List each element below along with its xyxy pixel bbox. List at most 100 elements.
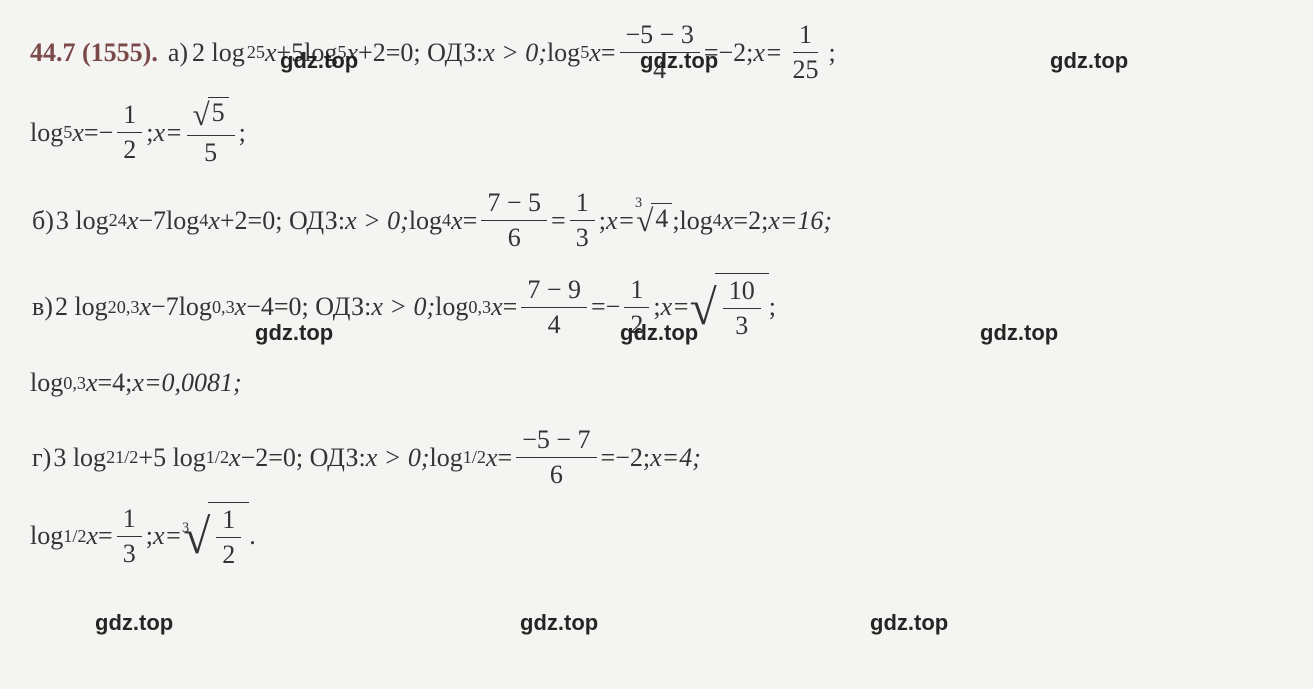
var-x: x <box>86 521 98 551</box>
text: log <box>680 206 713 236</box>
text: log <box>547 38 580 68</box>
sup: 2 <box>247 42 256 63</box>
text: ; <box>769 292 776 322</box>
sqrt-content: 10 3 <box>715 273 769 341</box>
cbrt: 3 √ 4 <box>635 203 672 239</box>
fraction: √ 5 5 <box>187 97 235 168</box>
sub: 1/2 <box>63 526 86 547</box>
eq-sign: = <box>98 521 113 551</box>
sqrt-content: 1 2 <box>208 502 249 570</box>
text: +5 log <box>138 443 205 473</box>
fraction: 10 3 <box>723 276 761 341</box>
text: ; <box>146 521 153 551</box>
problem-number: 44.7 (1555). <box>30 38 158 68</box>
text: 2 log <box>55 292 108 322</box>
var-x: x <box>265 38 277 68</box>
var-x: x <box>235 292 247 322</box>
denominator: 3 <box>117 537 142 569</box>
sqrt-content: 4 <box>651 203 672 234</box>
fraction: −5 − 7 6 <box>516 425 596 490</box>
text: x=16; <box>768 206 832 236</box>
numerator: 1 <box>117 100 142 133</box>
watermark-text: gdz.top <box>620 320 698 346</box>
text: x= <box>753 38 782 68</box>
denominator: 3 <box>729 309 754 341</box>
sub: 1/2 <box>463 447 486 468</box>
var-x: x <box>589 38 601 68</box>
fraction: 1 3 <box>570 188 595 253</box>
text: =− <box>84 118 113 148</box>
part-a-letter: а) <box>168 38 188 68</box>
var-x: x <box>722 206 734 236</box>
text: x=0,0081; <box>132 368 241 398</box>
sqrt-content: 5 <box>208 97 229 128</box>
domain: x > 0; <box>483 38 547 68</box>
watermark-text: gdz.top <box>640 48 718 74</box>
text: ; <box>239 118 246 148</box>
numerator: 1 <box>624 275 649 308</box>
numerator: √ 5 <box>187 97 235 136</box>
watermark-text: gdz.top <box>520 610 598 636</box>
sup: 2 <box>106 447 115 468</box>
numerator: 1 <box>793 20 818 53</box>
eq-sign: = <box>498 443 513 473</box>
text: x= <box>153 521 182 551</box>
sub: 4 <box>199 210 208 231</box>
sub: 1/2 <box>206 447 229 468</box>
sub: 5 <box>63 122 72 143</box>
numerator: 10 <box>723 276 761 309</box>
fraction: 7 − 5 6 <box>481 188 547 253</box>
sub: 0,3 <box>63 373 86 394</box>
text: 3 log <box>56 206 109 236</box>
denominator: 2 <box>117 133 142 165</box>
fraction: 1 25 <box>786 20 824 85</box>
watermark-text: gdz.top <box>280 48 358 74</box>
numerator: −5 − 7 <box>516 425 596 458</box>
sqrt: √ 5 <box>193 97 229 133</box>
fraction: 1 2 <box>216 505 241 570</box>
sup: 2 <box>109 210 118 231</box>
var-x: x <box>491 292 503 322</box>
text: x= <box>606 206 635 236</box>
part-c-line2: log 0,3 x =4; x=0,0081; <box>30 353 1283 413</box>
numerator: 1 <box>216 505 241 538</box>
eq-sign: = <box>551 206 566 236</box>
text: =4; <box>98 368 133 398</box>
domain: x > 0; <box>366 443 430 473</box>
root-index: 3 <box>182 520 189 537</box>
text: =− <box>591 292 620 322</box>
numerator: 7 − 9 <box>521 275 587 308</box>
text: ; <box>672 206 679 236</box>
var-x: x <box>86 368 98 398</box>
text: log <box>409 206 442 236</box>
text: −4=0; ОДЗ: <box>246 292 371 322</box>
text: −2=0; ОДЗ: <box>241 443 366 473</box>
eq-sign: = <box>503 292 518 322</box>
sub: 0,3 <box>117 297 140 318</box>
var-x: x <box>208 206 220 236</box>
sub: 0,3 <box>468 297 491 318</box>
watermark-text: gdz.top <box>870 610 948 636</box>
domain: x > 0; <box>371 292 435 322</box>
denominator: 6 <box>502 221 527 253</box>
denominator: 5 <box>198 136 223 168</box>
watermark-text: gdz.top <box>95 610 173 636</box>
var-x: x <box>229 443 241 473</box>
fraction: 1 2 <box>117 100 142 165</box>
sub: 4 <box>118 210 127 231</box>
numerator: 1 <box>570 188 595 221</box>
text: +2=0; ОДЗ: <box>358 38 483 68</box>
part-d-line2: log 1/2 x = 1 3 ; x= 3 √ 1 2 . <box>30 502 1283 570</box>
text: ; <box>828 38 835 68</box>
text: =2; <box>733 206 768 236</box>
denominator: 3 <box>570 221 595 253</box>
text: −7log <box>138 206 199 236</box>
sub: 5 <box>256 42 265 63</box>
var-x: x <box>451 206 463 236</box>
eq-sign: = <box>463 206 478 236</box>
eq-sign: = <box>601 38 616 68</box>
domain: x > 0; <box>345 206 409 236</box>
text: log <box>30 118 63 148</box>
part-b-letter: б) <box>32 206 54 236</box>
sub: 5 <box>580 42 589 63</box>
